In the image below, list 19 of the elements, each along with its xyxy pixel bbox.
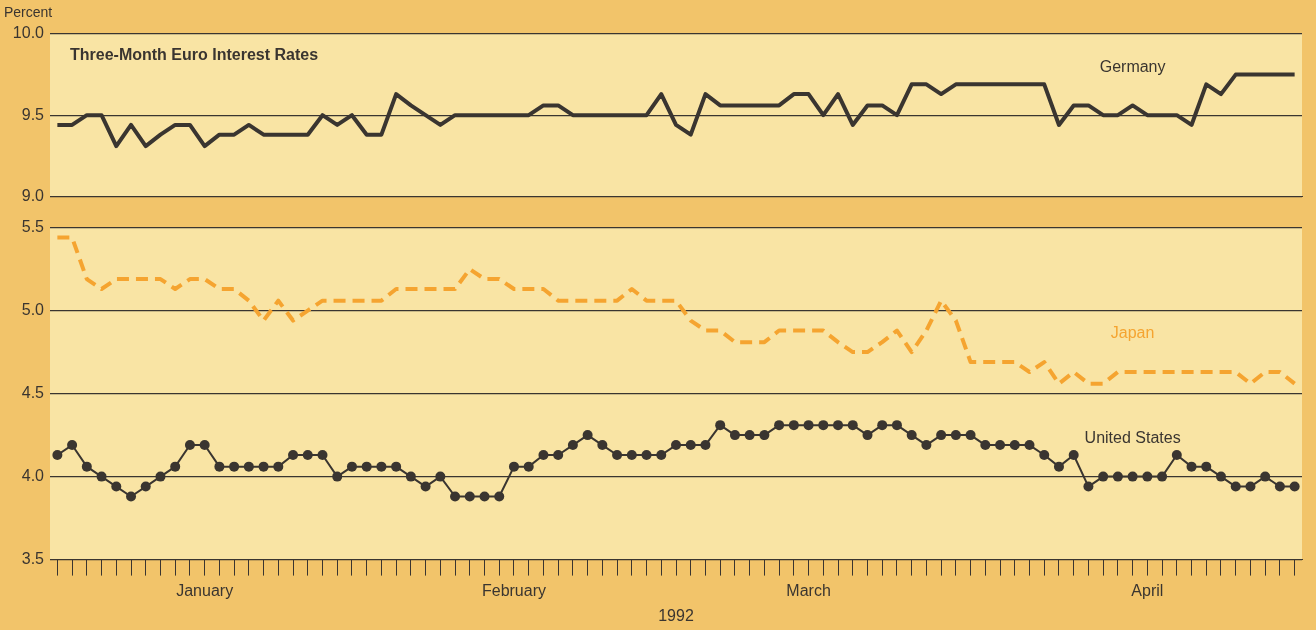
y-tick-label: 9.5 — [21, 105, 45, 123]
series-label: United States — [1084, 429, 1181, 447]
y-tick-label: 10.0 — [12, 24, 45, 42]
text: Germany — [1099, 57, 1166, 75]
y-axis-title: Percent — [4, 3, 53, 20]
text: Three-Month Euro Interest Rates — [70, 46, 319, 64]
y-tick-label: 9.0 — [21, 186, 45, 204]
x-tick-label: April — [1131, 581, 1164, 599]
y-tick-label: 4.0 — [21, 467, 45, 485]
x-tick-label: February — [481, 581, 546, 599]
y-tick-label: 3.5 — [21, 550, 45, 568]
y-tick-label: 5.0 — [21, 301, 45, 319]
x-tick-label: March — [786, 581, 831, 599]
series-label: Japan — [1110, 324, 1155, 342]
line-series — [55, 235, 1297, 386]
x-tick-label: January — [176, 581, 234, 599]
y-tick-label: 5.5 — [21, 218, 45, 236]
x-axis-title: 1992 — [658, 606, 694, 624]
y-tick-label: 4.5 — [21, 384, 45, 402]
